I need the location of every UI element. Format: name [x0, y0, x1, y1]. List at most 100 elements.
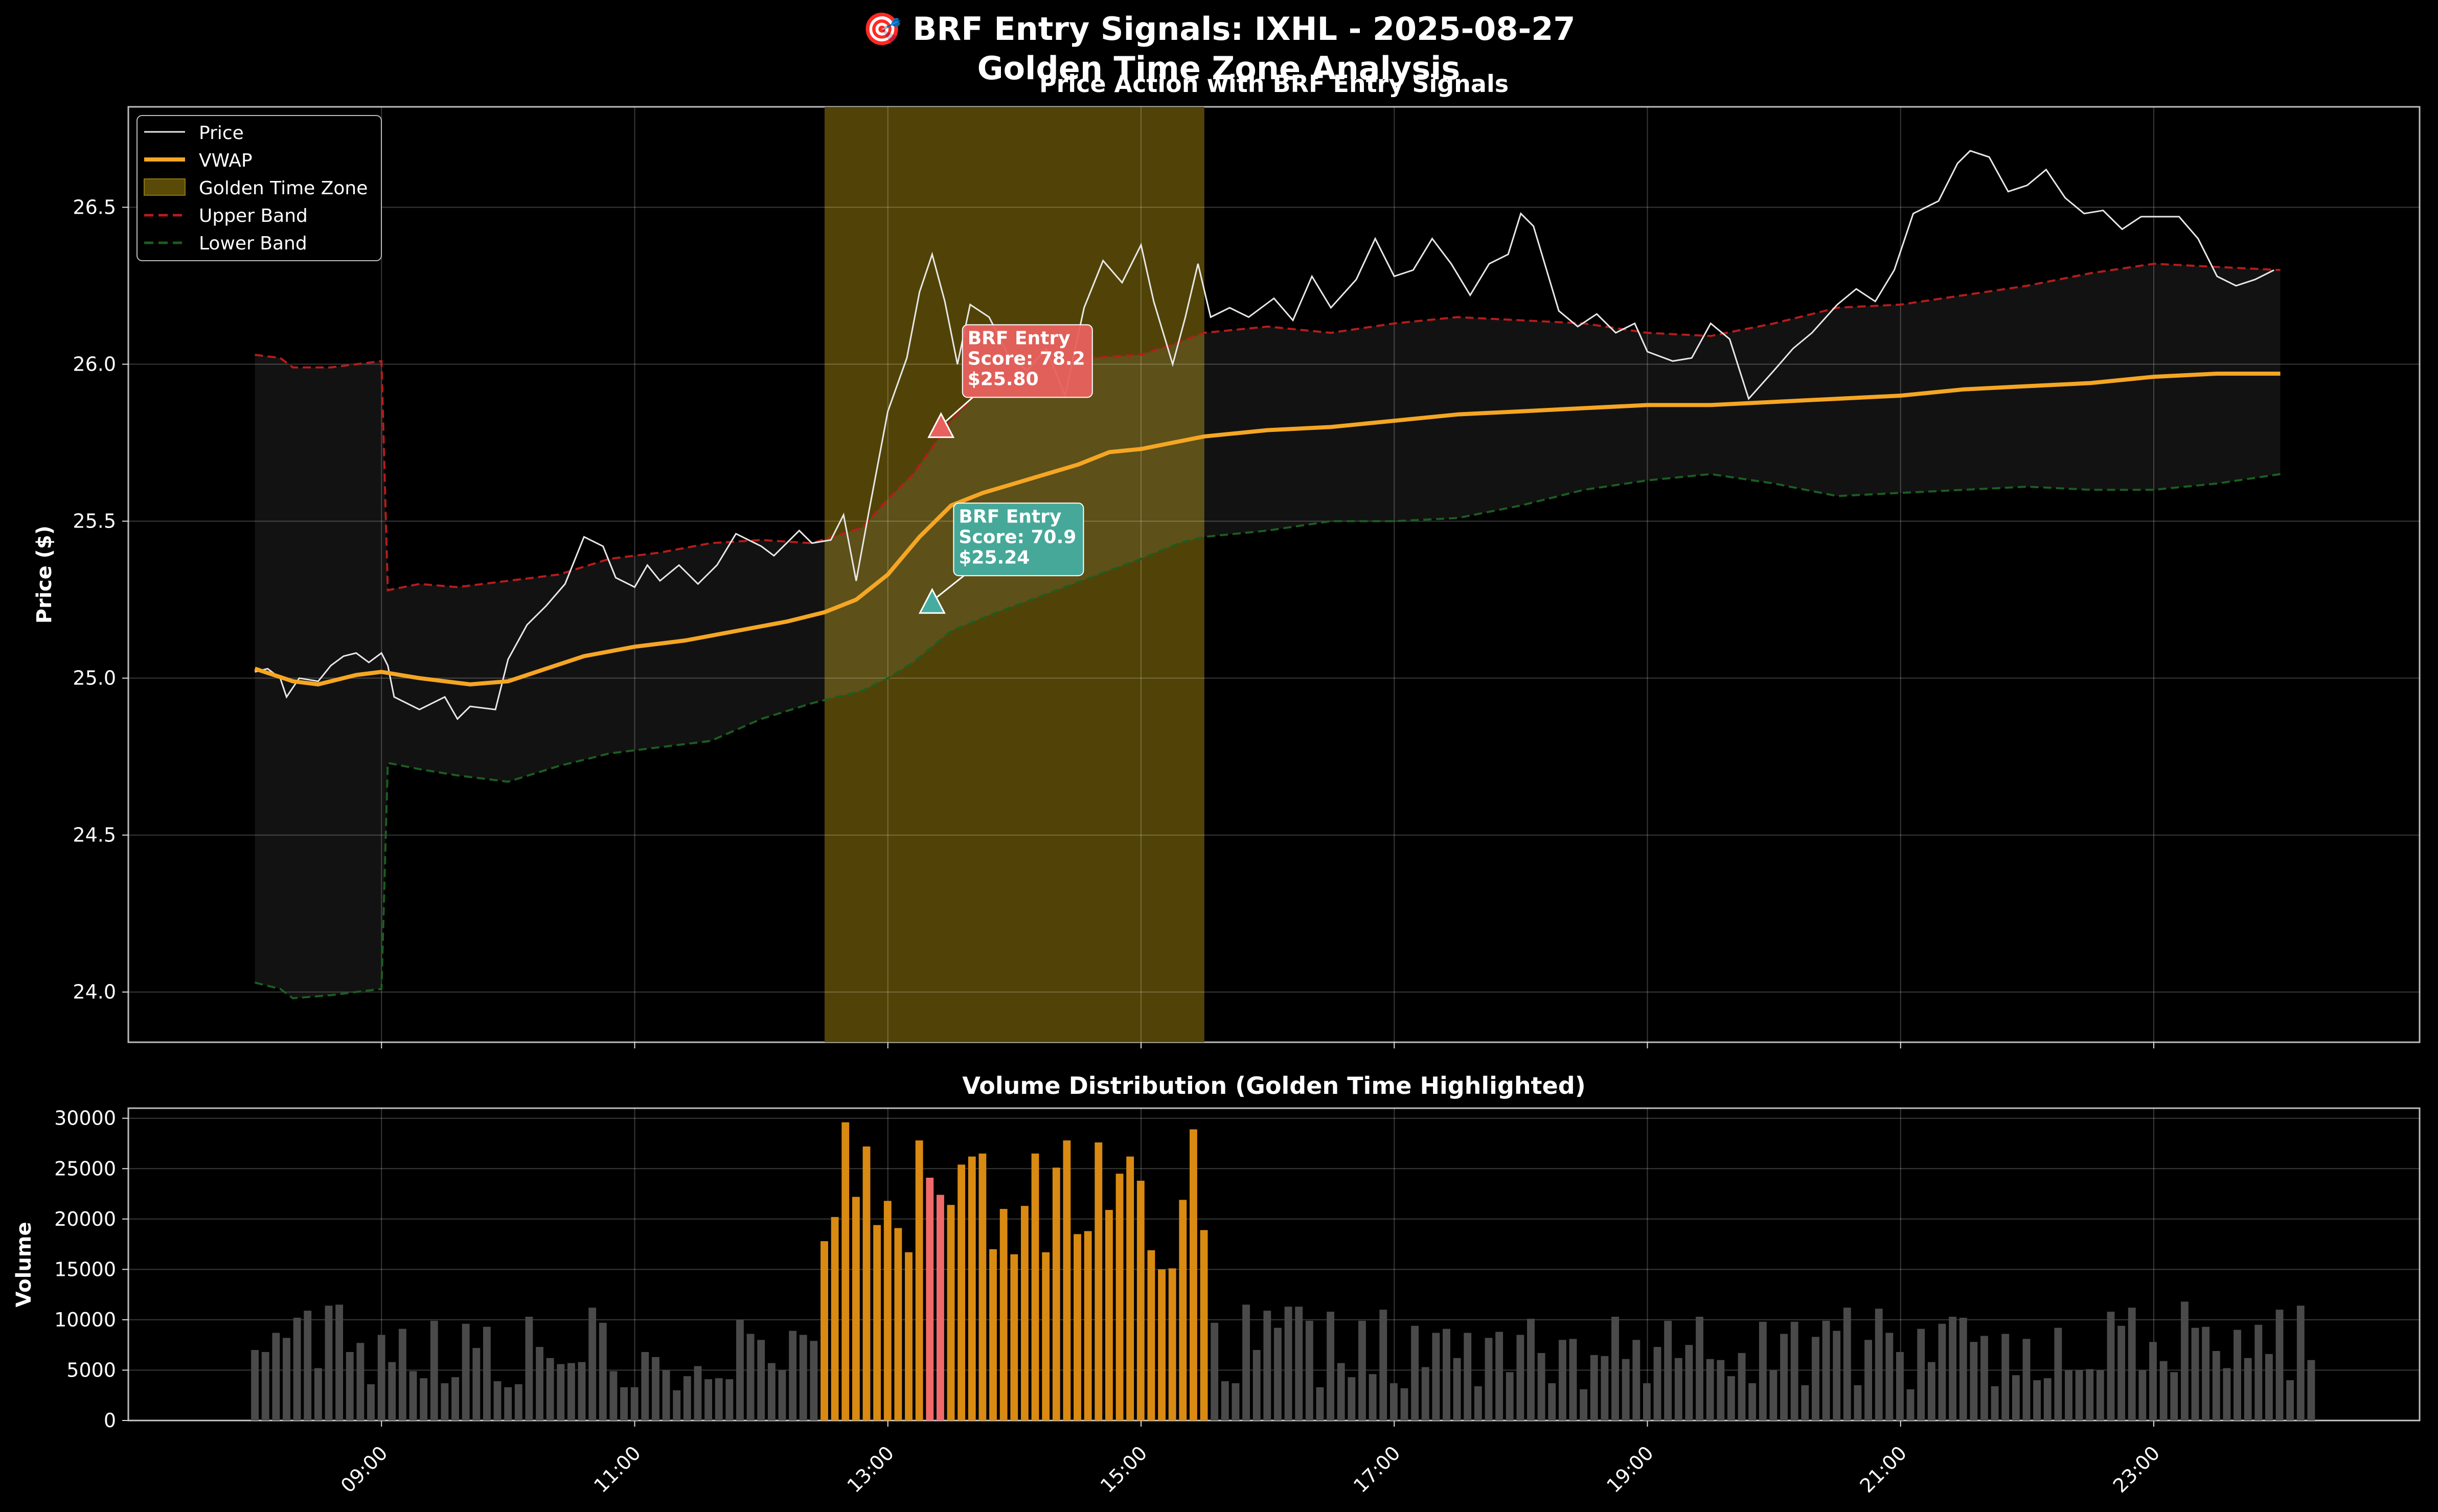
volume-bar	[1738, 1353, 1746, 1421]
volume-bar	[578, 1362, 586, 1421]
volume-bar	[1348, 1377, 1356, 1421]
volume-bar	[1358, 1320, 1366, 1421]
volume-bar	[377, 1335, 385, 1421]
volume-bar	[1443, 1328, 1450, 1421]
volume-bar	[409, 1371, 417, 1421]
volume-bar	[789, 1331, 797, 1421]
volume-bar	[2265, 1354, 2273, 1421]
volume-bar	[1168, 1268, 1176, 1421]
volume-bar	[1147, 1250, 1155, 1421]
volume-bar	[1717, 1360, 1725, 1421]
volume-plot-area	[127, 1107, 2421, 1422]
legend-golden-zone-label: Golden Time Zone	[199, 178, 368, 199]
vwap-line	[254, 372, 2281, 686]
volume-bar	[1970, 1342, 1978, 1421]
volume-bar	[293, 1317, 301, 1421]
volume-bar	[767, 1363, 776, 1421]
volume-bar	[915, 1140, 923, 1421]
volume-bar	[2286, 1380, 2294, 1421]
brf-entry-label: $25.80	[968, 369, 1039, 390]
volume-bar	[1305, 1320, 1313, 1421]
volume-bar	[2022, 1339, 2031, 1421]
volume-bar	[947, 1205, 955, 1421]
volume-bar	[1748, 1383, 1757, 1421]
volume-bar	[1327, 1312, 1335, 1421]
volume-bar	[1896, 1351, 1904, 1421]
volume-bar	[588, 1308, 597, 1421]
volume-bar	[2138, 1370, 2147, 1421]
volume-bar	[430, 1320, 438, 1421]
volume-bar	[356, 1343, 364, 1421]
volume-bar	[2128, 1308, 2136, 1421]
brf-entry-label: Score: 70.9	[959, 526, 1076, 547]
volume-bar	[472, 1348, 481, 1421]
volume-bar	[2212, 1351, 2220, 1421]
volume-bar	[2149, 1342, 2157, 1421]
volume-bar	[398, 1328, 406, 1421]
volume-bar	[483, 1326, 491, 1421]
volume-bar	[673, 1390, 681, 1421]
brf-entry-callout	[953, 502, 1084, 577]
volume-bar	[2275, 1310, 2284, 1421]
volume-bar	[504, 1387, 512, 1421]
volume-bar	[883, 1201, 892, 1421]
volume-bar	[1780, 1334, 1788, 1421]
volume-bar	[2054, 1327, 2062, 1421]
volume-bar	[1010, 1254, 1018, 1421]
volume-ytick-label: 5000	[66, 1359, 116, 1381]
volume-bar	[1959, 1317, 1967, 1421]
volume-bar	[683, 1376, 691, 1421]
volume-bar	[1495, 1332, 1503, 1421]
volume-bar	[1875, 1309, 1883, 1421]
volume-bar	[462, 1323, 470, 1421]
volume-bar	[641, 1351, 649, 1421]
band-fill	[255, 264, 2281, 998]
volume-bar	[905, 1252, 913, 1421]
volume-bar	[2307, 1360, 2315, 1421]
volume-bar	[715, 1378, 723, 1421]
price-ytick-label: 26.0	[73, 353, 116, 376]
volume-bar	[1653, 1347, 1661, 1421]
volume-bar	[525, 1316, 533, 1421]
volume-bar	[1812, 1337, 1819, 1421]
brf-entry-marker	[918, 588, 946, 614]
volume-bar	[2033, 1380, 2041, 1421]
volume-bar	[1632, 1340, 1640, 1421]
brf-entry-callout	[962, 324, 1093, 398]
volume-bar	[441, 1383, 449, 1421]
volume-bar	[862, 1146, 871, 1421]
brf-entry-pointer	[936, 575, 965, 599]
volume-bar	[2065, 1370, 2072, 1421]
volume-bar	[346, 1351, 354, 1421]
volume-bar	[1822, 1320, 1830, 1421]
volume-bar	[1506, 1372, 1514, 1421]
volume-bar	[567, 1363, 575, 1421]
volume-bar	[652, 1357, 659, 1421]
volume-bar	[1611, 1316, 1619, 1421]
volume-bar	[304, 1311, 312, 1421]
volume-bar	[1706, 1359, 1714, 1421]
volume-bar	[1211, 1322, 1219, 1421]
volume-bar	[1126, 1156, 1134, 1421]
price-panel-title: Price Action with BRF Entry Signals	[1039, 70, 1509, 98]
figure-subtitle: Golden Time Zone Analysis	[977, 50, 1461, 87]
volume-bar	[1084, 1231, 1092, 1421]
volume-bar	[367, 1384, 375, 1421]
volume-bar	[736, 1319, 744, 1421]
volume-bar	[1179, 1200, 1187, 1421]
volume-bar	[999, 1209, 1008, 1421]
volume-bar	[1991, 1386, 1999, 1421]
volume-bar	[1020, 1206, 1029, 1421]
volume-bar	[1464, 1333, 1472, 1421]
volume-bar	[1527, 1318, 1535, 1421]
volume-bar	[1136, 1180, 1145, 1421]
volume-bar	[1685, 1345, 1693, 1421]
volume-ytick-label: 25000	[54, 1157, 116, 1180]
volume-bar	[704, 1379, 713, 1421]
volume-bar	[420, 1378, 428, 1421]
volume-bar	[1949, 1316, 1957, 1421]
volume-bar	[2254, 1324, 2263, 1421]
volume-bar	[1980, 1336, 1988, 1421]
volume-bar	[1232, 1383, 1240, 1421]
volume-bar	[725, 1379, 734, 1421]
